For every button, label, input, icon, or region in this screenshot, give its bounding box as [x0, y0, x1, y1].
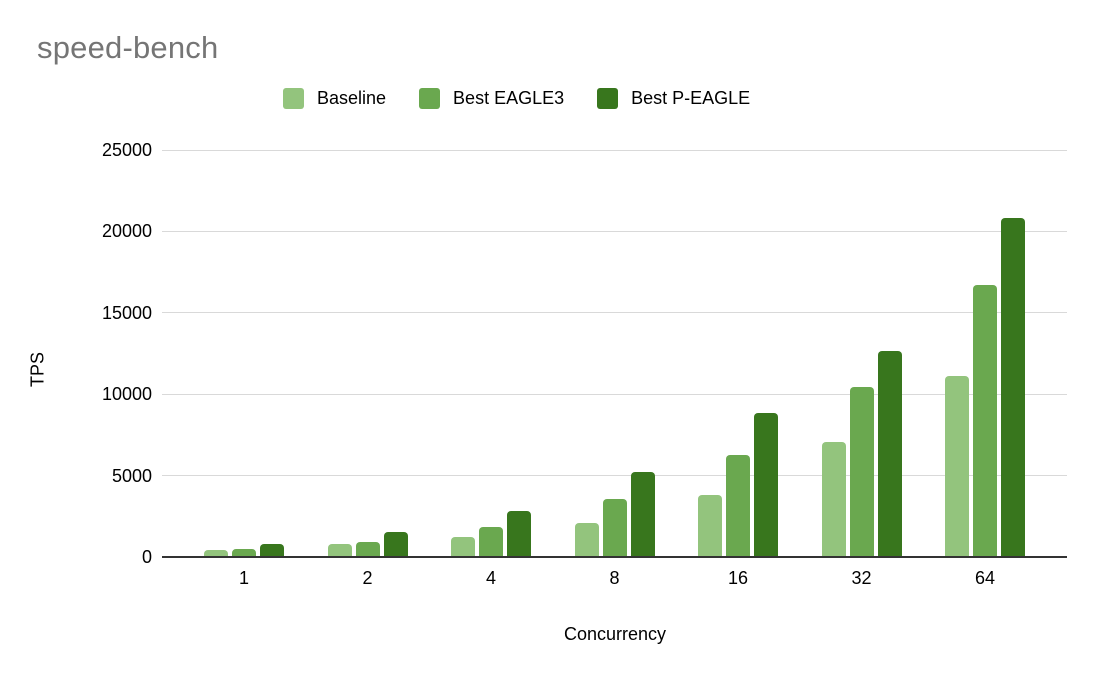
chart-title: speed-bench [37, 30, 219, 65]
legend-label-baseline: Baseline [317, 88, 387, 108]
legend-swatch-best-eagle3 [419, 88, 441, 109]
legend: Baseline Best EAGLE3 Best P-EAGLE [283, 88, 750, 109]
x-tick-label-2: 2 [362, 568, 373, 588]
bar-best-eagle3-c64 [973, 285, 997, 557]
bar-best-eagle3-c32 [850, 387, 874, 557]
bar-best-p-eagle-c1 [260, 544, 284, 557]
legend-swatch-baseline [283, 88, 304, 109]
x-tick-label-8: 8 [609, 568, 620, 588]
bar-best-p-eagle-c16 [754, 413, 778, 557]
legend-item-best-eagle3: Best EAGLE3 [419, 88, 564, 109]
bar-best-eagle3-c4 [479, 527, 503, 557]
x-tick-label-1: 1 [238, 568, 249, 588]
bar-baseline-c2 [328, 544, 352, 557]
y-tick-label-5000: 5000 [111, 465, 152, 486]
x-tick-label-16: 16 [727, 568, 749, 588]
bar-best-eagle3-c1 [232, 549, 256, 557]
bar-best-p-eagle-c64 [1001, 218, 1025, 557]
gridline-5000 [162, 475, 1067, 477]
bar-best-eagle3-c8 [603, 499, 627, 557]
bar-baseline-c8 [575, 523, 599, 557]
y-axis-title: TPS [27, 352, 48, 388]
bar-best-p-eagle-c2 [384, 532, 408, 557]
bar-best-p-eagle-c8 [631, 472, 655, 557]
bar-baseline-c16 [698, 495, 722, 557]
bar-baseline-c32 [822, 442, 846, 557]
y-tick-label-10000: 10000 [101, 384, 152, 405]
x-tick-label-4: 4 [485, 568, 496, 588]
gridline-10000 [162, 393, 1067, 395]
legend-label-best-eagle3: Best EAGLE3 [453, 88, 565, 108]
gridline-25000 [162, 149, 1067, 151]
bar-best-eagle3-c2 [356, 542, 380, 557]
bar-best-eagle3-c16 [726, 455, 750, 557]
bar-baseline-c64 [945, 376, 969, 557]
x-axis-line [162, 556, 1067, 558]
legend-item-baseline: Baseline [283, 88, 386, 109]
gridline-15000 [162, 312, 1067, 314]
bar-baseline-c1 [204, 550, 228, 557]
legend-swatch-best-p-eagle [597, 88, 619, 109]
y-tick-label-15000: 15000 [101, 302, 152, 323]
legend-item-best-p-eagle: Best P-EAGLE [597, 88, 750, 109]
legend-label-best-p-eagle: Best P-EAGLE [631, 88, 751, 108]
bar-best-p-eagle-c4 [507, 511, 531, 557]
y-tick-label-20000: 20000 [101, 221, 152, 242]
y-tick-label-0: 0 [141, 547, 152, 567]
x-tick-label-64: 64 [974, 568, 996, 588]
y-tick-label-25000: 25000 [101, 140, 152, 160]
bar-best-p-eagle-c32 [878, 351, 902, 557]
gridline-20000 [162, 230, 1067, 232]
x-axis-title: Concurrency [563, 624, 667, 644]
x-tick-label-32: 32 [851, 568, 872, 588]
bar-baseline-c4 [451, 537, 475, 557]
